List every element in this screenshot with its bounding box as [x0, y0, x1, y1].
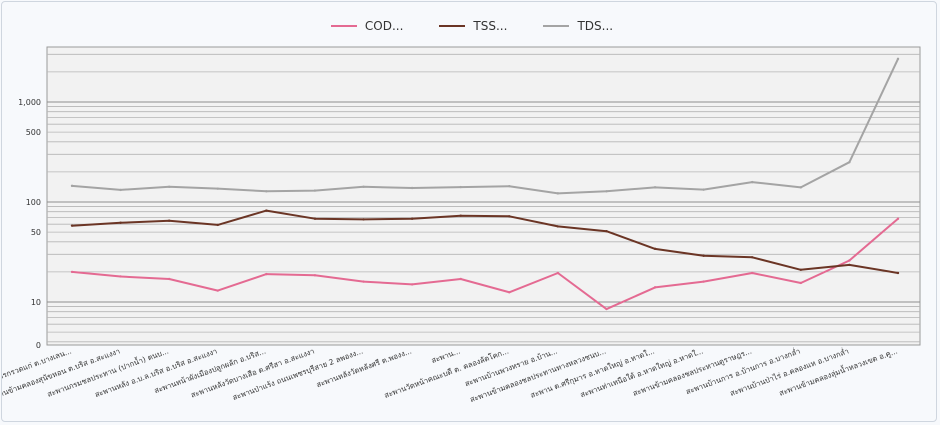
data-point: [556, 225, 560, 228]
data-point: [896, 217, 900, 220]
data-point: [167, 219, 171, 222]
data-point: [556, 192, 560, 195]
data-point: [459, 214, 462, 217]
legend-item[interactable]: TSS...: [439, 19, 507, 33]
data-point: [848, 161, 851, 164]
y-tick-label: 1,000: [18, 98, 41, 107]
y-tick-label: 10: [31, 298, 41, 307]
data-point: [362, 280, 365, 283]
data-point: [70, 184, 74, 188]
data-point: [459, 277, 462, 281]
data-point: [799, 268, 803, 271]
data-point: [799, 186, 803, 189]
data-point: [605, 307, 608, 311]
legend-label: COD...: [364, 19, 404, 33]
legend-swatch: [330, 25, 357, 27]
data-point: [119, 221, 122, 224]
y-tick-label: 100: [26, 198, 41, 207]
data-point: [508, 291, 511, 294]
data-point: [751, 256, 754, 259]
legend-item[interactable]: TDS...: [543, 19, 613, 33]
series-line: [71, 209, 899, 274]
data-point: [508, 215, 511, 218]
data-point: [702, 254, 705, 257]
data-point: [896, 271, 900, 275]
legend-swatch: [439, 25, 466, 27]
data-point: [410, 217, 414, 220]
data-point: [653, 247, 657, 251]
data-point: [216, 289, 219, 292]
series-line: [71, 217, 899, 311]
legend-swatch: [543, 25, 570, 27]
series-line: [71, 58, 899, 195]
data-point: [313, 217, 317, 220]
data-point: [362, 185, 365, 188]
legend-label: TSS...: [473, 19, 508, 33]
plot-area: [46, 46, 921, 346]
data-point: [702, 188, 705, 191]
data-point: [265, 209, 268, 212]
data-point: [653, 286, 657, 289]
data-point: [216, 223, 219, 227]
y-tick-label: 0: [36, 341, 41, 350]
data-point: [119, 188, 122, 192]
data-point: [605, 190, 608, 193]
data-point: [410, 186, 414, 190]
legend-item[interactable]: COD...: [330, 19, 404, 33]
data-point: [459, 185, 462, 189]
data-point: [70, 270, 74, 274]
data-point: [70, 224, 74, 227]
data-point: [848, 263, 851, 267]
data-point: [556, 271, 560, 275]
x-tick-label: สะพาน...: [430, 346, 461, 365]
data-point: [653, 186, 657, 189]
data-point: [119, 275, 122, 278]
data-point: [216, 187, 219, 190]
y-tick-label: 500: [26, 128, 41, 137]
data-point: [508, 184, 511, 188]
data-point: [410, 283, 414, 286]
y-tick-label: 50: [31, 228, 41, 237]
data-point: [313, 189, 317, 192]
data-point: [799, 281, 803, 285]
data-point: [896, 57, 900, 61]
data-point: [167, 277, 171, 281]
x-tick-label: สะพานหลังวัดหลังศรี ต.พองง...: [315, 346, 413, 389]
data-point: [751, 271, 754, 275]
data-point: [605, 230, 608, 233]
data-point: [313, 274, 317, 277]
data-point: [848, 259, 851, 262]
data-point: [702, 280, 705, 283]
chart-legend: COD... TSS... TDS...: [2, 19, 940, 33]
data-point: [751, 180, 754, 184]
legend-label: TDS...: [577, 19, 614, 33]
data-point: [362, 218, 365, 221]
data-point: [265, 272, 268, 276]
data-point: [265, 190, 268, 193]
data-point: [167, 185, 171, 188]
